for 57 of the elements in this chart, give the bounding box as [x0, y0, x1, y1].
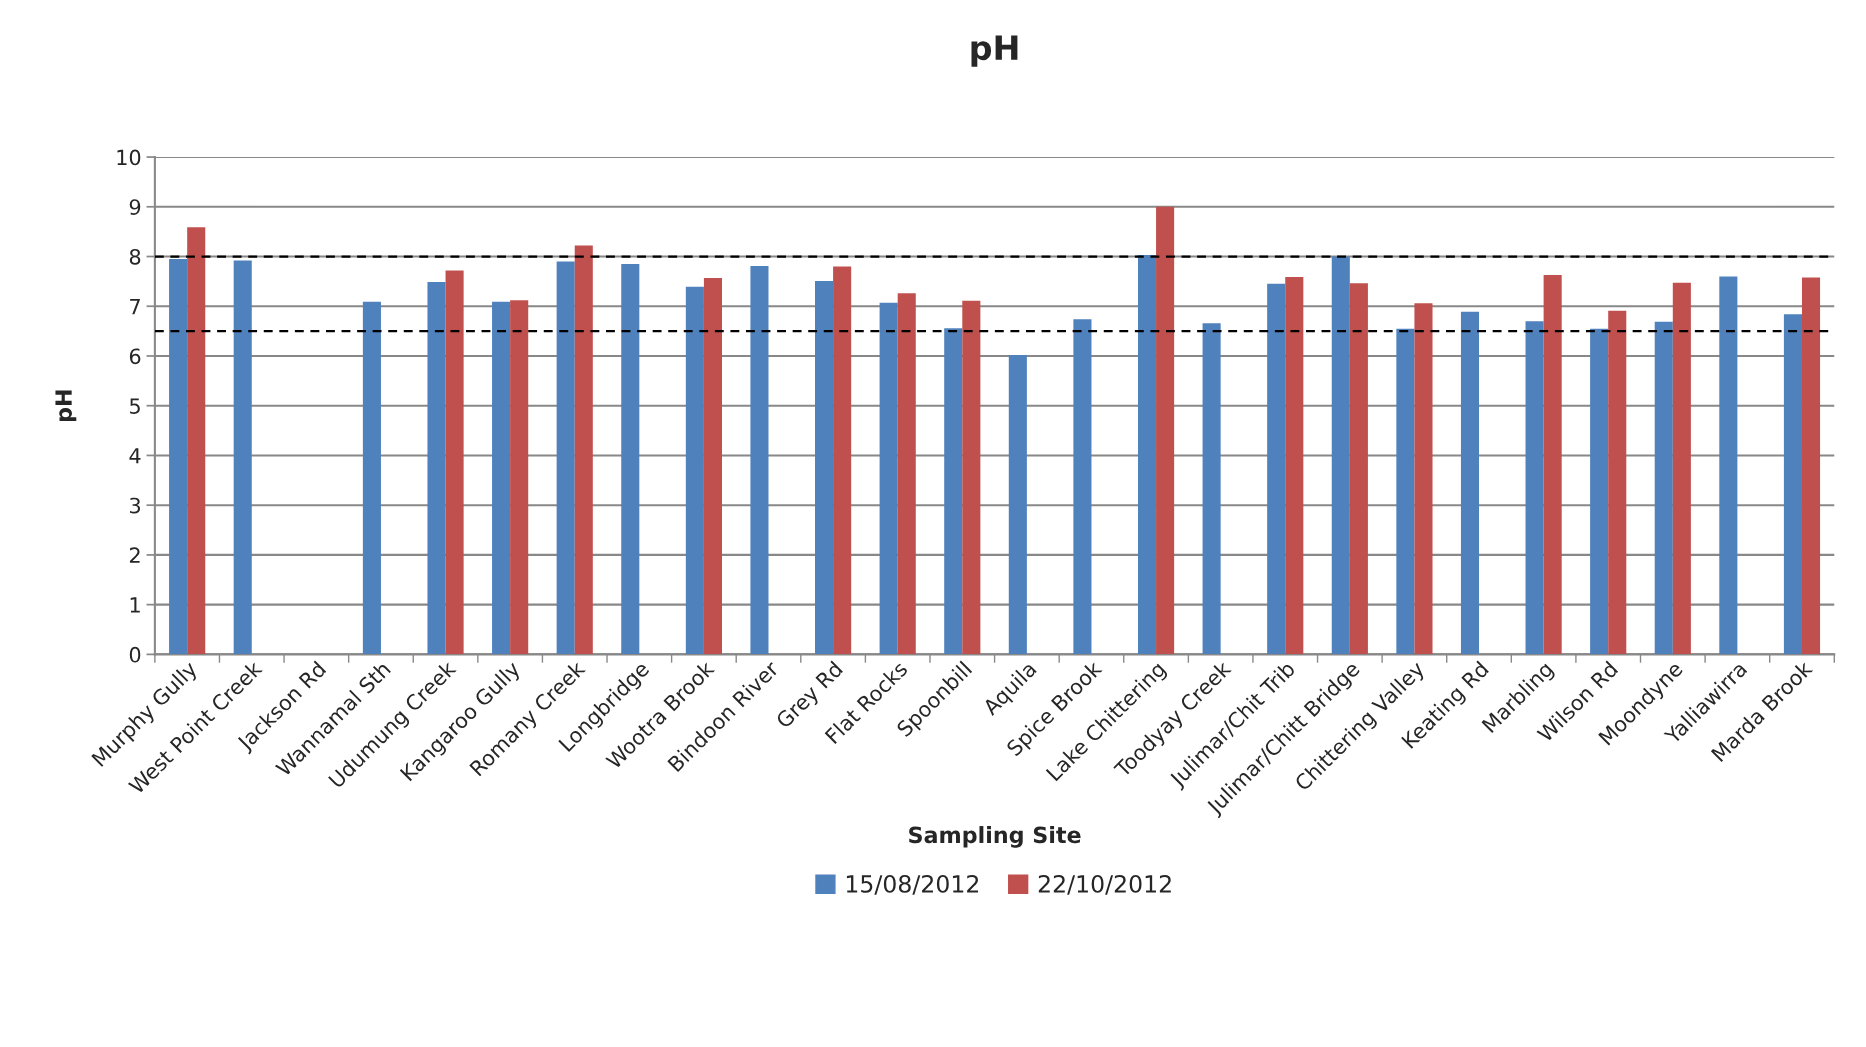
bar — [944, 328, 963, 655]
y-tick-label: 1 — [130, 597, 140, 613]
x-axis-title: Sampling Site — [909, 826, 1081, 848]
bar — [1349, 283, 1368, 655]
bar — [685, 286, 704, 655]
bar — [556, 261, 575, 655]
y-tick-label: 2 — [129, 547, 140, 563]
y-tick-label: 4 — [129, 448, 141, 464]
bar — [1590, 328, 1609, 655]
bar — [1654, 321, 1673, 655]
legend-label: 15/08/2012 — [846, 874, 979, 895]
bar — [492, 301, 511, 655]
bar — [574, 245, 593, 655]
bar — [1137, 255, 1157, 655]
y-tick-label: 6 — [129, 348, 141, 365]
bar — [962, 300, 981, 655]
bar — [833, 266, 852, 655]
bar — [362, 301, 381, 655]
bar — [815, 280, 834, 655]
legend-label: 22/10/2012 — [1038, 874, 1171, 895]
bar — [703, 277, 722, 655]
y-tick-label: 8 — [129, 248, 141, 265]
bar — [750, 265, 769, 655]
bar — [1156, 206, 1175, 655]
bar — [1525, 321, 1544, 655]
bar — [1008, 354, 1027, 655]
y-tick-label: 3 — [130, 497, 141, 514]
bar — [1396, 328, 1415, 655]
bar — [187, 227, 206, 655]
bar — [1285, 276, 1304, 655]
bar — [1073, 319, 1092, 655]
bar — [1608, 310, 1627, 655]
bar — [427, 281, 446, 655]
bar — [621, 263, 640, 655]
y-axis-title: pH — [55, 390, 77, 422]
bar — [1202, 323, 1221, 655]
bar — [169, 259, 188, 655]
bar — [1414, 303, 1433, 655]
bar — [1672, 282, 1691, 655]
bar — [510, 300, 529, 655]
y-tick-label: 5 — [130, 398, 140, 414]
y-tick-label: 10 — [117, 149, 141, 166]
bar — [879, 302, 898, 655]
y-tick-label: 0 — [129, 646, 141, 663]
bar — [897, 293, 916, 655]
bar — [1783, 314, 1802, 655]
bar — [1719, 276, 1738, 655]
y-tick-label: 9 — [129, 199, 141, 215]
chart-title: pH — [971, 35, 1018, 67]
y-tick-label: 7 — [130, 298, 140, 315]
bar — [1267, 283, 1286, 655]
bar — [445, 270, 464, 655]
bar — [1460, 311, 1480, 655]
bar — [233, 260, 252, 655]
bar — [1543, 274, 1562, 655]
bar — [1801, 277, 1821, 655]
bar — [1331, 256, 1350, 655]
